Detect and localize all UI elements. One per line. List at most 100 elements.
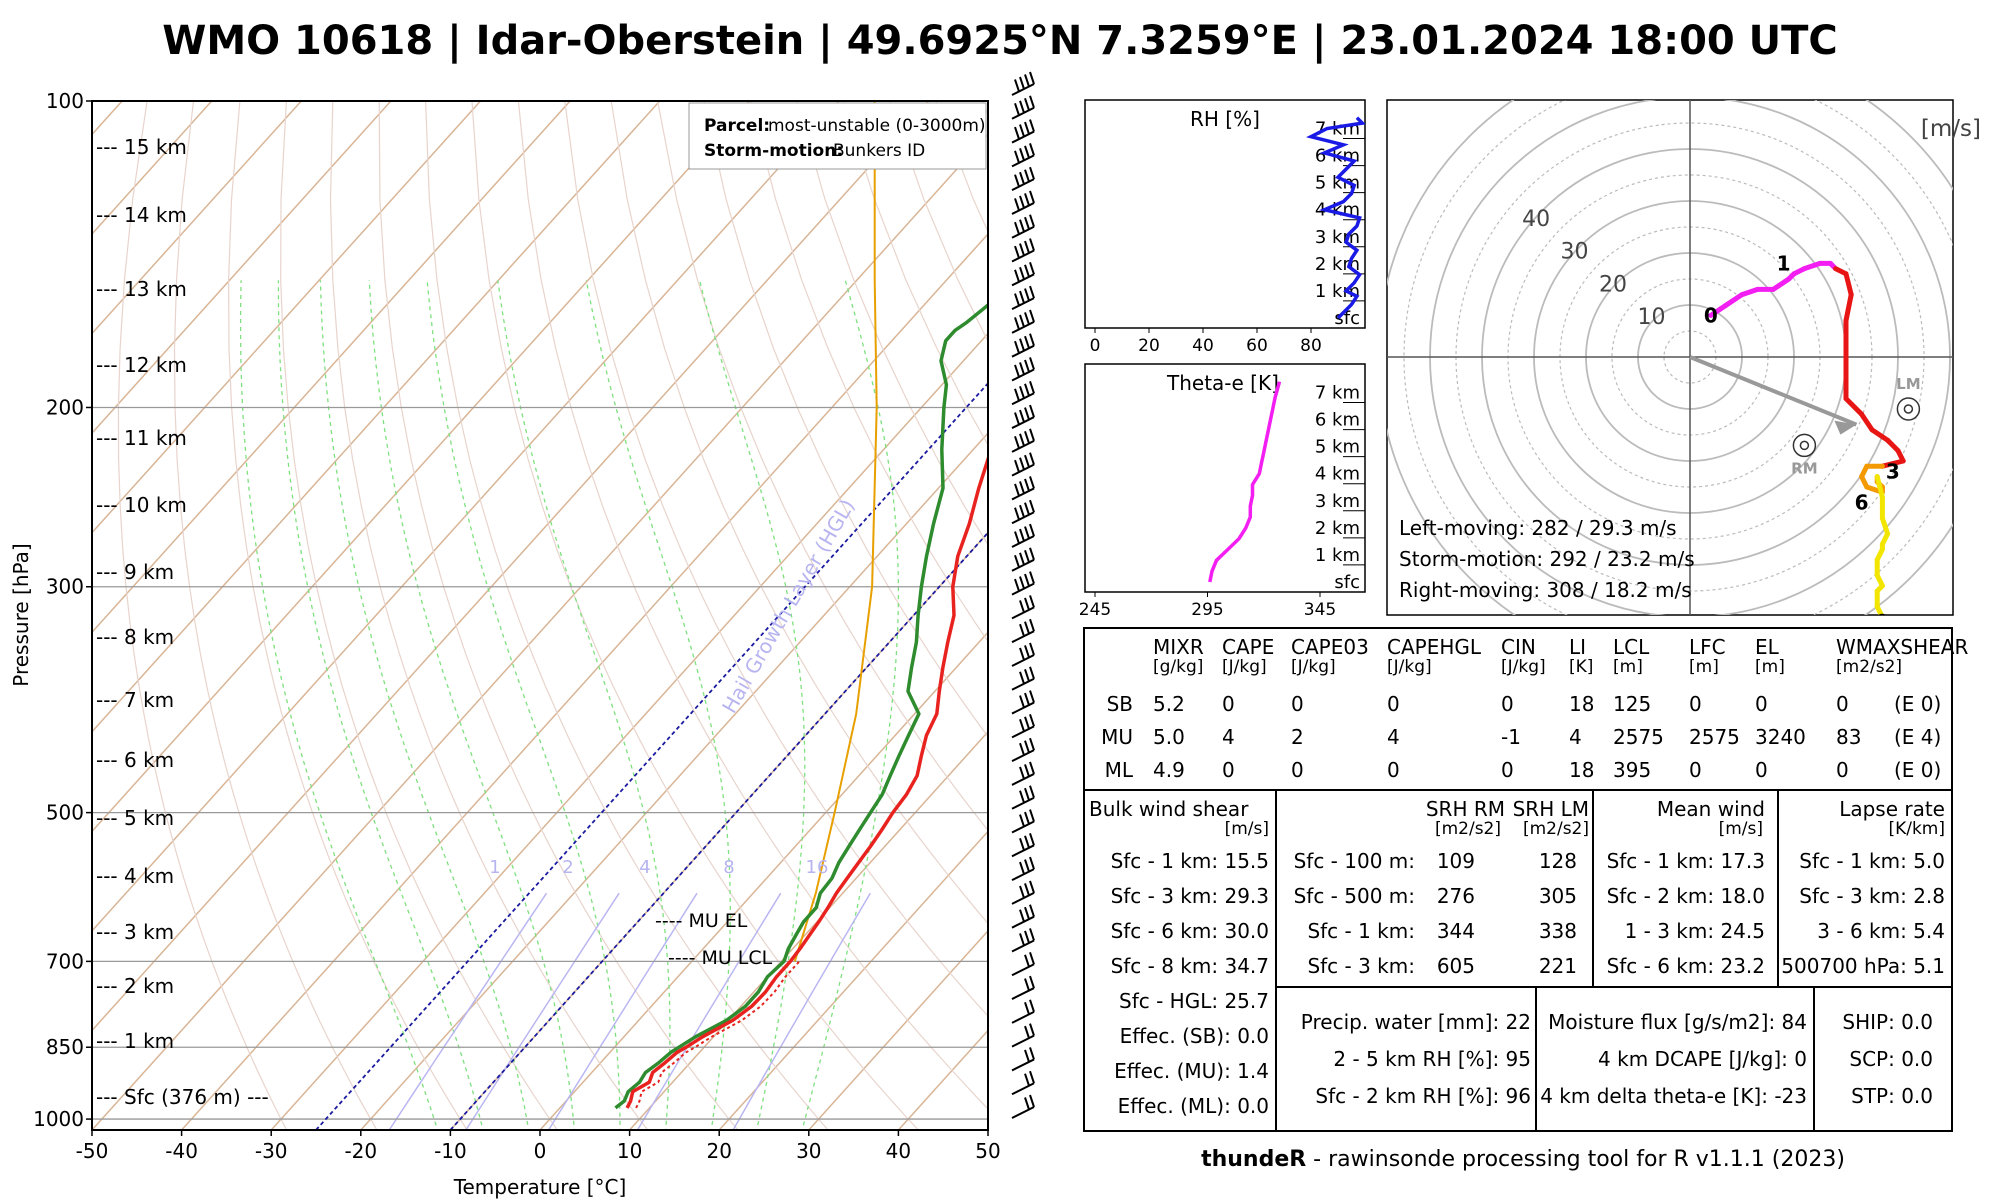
index-header-unit: [J/kg] xyxy=(1291,657,1336,677)
thetae-height-label: 1 km xyxy=(1315,545,1360,566)
barb-flag xyxy=(1029,880,1035,894)
moist-adiabat xyxy=(426,280,621,1130)
isotherm xyxy=(92,101,302,335)
srh-rm-unit: [m2/s2] xyxy=(1434,819,1501,839)
barb-shaft xyxy=(1011,749,1035,763)
temperature-tick-label: -40 xyxy=(165,1139,198,1163)
srh-lm-unit: [m2/s2] xyxy=(1522,819,1589,839)
index-row-label: ML xyxy=(1104,758,1133,782)
index-value: 395 xyxy=(1613,758,1652,782)
wind-barb xyxy=(1011,951,1035,977)
indices-table: MIXR [g/kg] CAPE [J/kg] CAPE03 [J/kg] CAPEHGL[… xyxy=(1083,627,1968,1132)
hodograph-units: [m/s] xyxy=(1921,116,1981,142)
dry-adiabat xyxy=(378,101,739,1130)
barb-flag xyxy=(1014,269,1020,283)
isotherm xyxy=(92,133,988,1130)
moist-adiabat xyxy=(239,280,439,1130)
storm-motion-marker xyxy=(1792,433,1817,458)
barb-flag xyxy=(1029,166,1035,180)
hodo-segment xyxy=(1723,292,1745,308)
barb-flag xyxy=(1029,214,1035,228)
thetae-panel: Theta-e [K] 7 km 6 km 5 km 4 km 3 km 2 km 1 km s… xyxy=(1079,371,1365,620)
index-value: 0 xyxy=(1689,758,1702,782)
mu-lcl-label: ---- MU LCL xyxy=(668,947,773,969)
barb-flag xyxy=(1014,174,1020,187)
barb-flag xyxy=(1029,904,1035,917)
barb-flag xyxy=(1024,288,1030,301)
pressure-tick-label: 100 xyxy=(46,89,84,113)
index-value: 3240 xyxy=(1755,725,1806,749)
hodo-ring-label: 20 xyxy=(1599,272,1627,297)
barb-flag xyxy=(1024,906,1030,920)
barb-flag xyxy=(1024,668,1030,682)
barb-flag xyxy=(1019,481,1025,494)
temperature-line xyxy=(625,453,988,1109)
wind-barb xyxy=(1011,999,1035,1024)
moist-adiabat xyxy=(319,280,530,1130)
mean-wind-unit: [m/s] xyxy=(1718,819,1763,839)
dry-adiabat xyxy=(117,101,288,1130)
rh-plot-area xyxy=(1306,116,1365,320)
index-value: 0 xyxy=(1689,692,1702,716)
barb-flag xyxy=(1019,552,1025,566)
index-header-unit: [J/kg] xyxy=(1501,657,1546,677)
thetae-height-label: 5 km xyxy=(1315,437,1360,458)
mixing-ratio-label: 4 xyxy=(639,857,650,878)
barb-flag xyxy=(1024,97,1030,111)
thetae-line xyxy=(1208,381,1282,583)
barb-flag xyxy=(1024,121,1030,135)
wind-barb xyxy=(1011,499,1035,525)
barb-flag xyxy=(1029,571,1035,584)
barb-flag xyxy=(1019,148,1025,161)
barb-flag xyxy=(1024,1073,1030,1087)
barb-flag xyxy=(1019,219,1025,233)
barb-flag xyxy=(1029,832,1035,846)
pressure-tick-label: 1000 xyxy=(33,1107,84,1131)
bulk-shear-row: Sfc - 8 km: 34.7 xyxy=(1110,954,1269,978)
isotherm xyxy=(718,830,988,1130)
barb-flag xyxy=(1029,547,1035,561)
wind-barb xyxy=(1011,666,1035,691)
thetae-x-tick-label: 245 xyxy=(1079,600,1111,620)
barb-flag xyxy=(1029,143,1035,156)
lapse-rate-row: 3 - 6 km: 5.4 xyxy=(1817,919,1945,943)
temperature-tick-label: 50 xyxy=(975,1139,1000,1163)
thetae-x-tick-label: 345 xyxy=(1304,600,1336,620)
moisture-row: 2 - 5 km RH [%]: 95 xyxy=(1333,1047,1531,1071)
hodo-segment xyxy=(1879,515,1891,537)
barb-shaft xyxy=(1011,654,1035,667)
index-header-unit: [g/kg] xyxy=(1153,657,1204,677)
barb-flag xyxy=(1029,595,1035,608)
hodograph: 10 20 30 40 0 1 36 9 LM RM xyxy=(1387,100,1953,615)
mixing-ratio-label: 1 xyxy=(489,857,500,878)
mixing-ratio-label: 8 xyxy=(723,857,734,878)
srh-rm-value: 109 xyxy=(1436,849,1475,873)
barb-shaft xyxy=(1011,321,1035,334)
barb-flag xyxy=(1029,737,1035,751)
wind-barb xyxy=(1011,238,1035,263)
dry-adiabat xyxy=(749,101,988,643)
flux-row: Moisture flux [g/s/m2]: 84 xyxy=(1548,1010,1807,1034)
bulk-shear-row: Effec. (MU): 1.4 xyxy=(1114,1059,1269,1083)
thetae-height-label: 2 km xyxy=(1315,518,1360,539)
dry-adiabat xyxy=(610,101,988,925)
barb-shaft xyxy=(1011,249,1035,263)
pressure-tick-label: 700 xyxy=(46,949,84,973)
pressure-tick-label: 850 xyxy=(46,1035,84,1059)
index-value: 5.2 xyxy=(1153,692,1185,716)
barb-flag xyxy=(1014,554,1020,568)
barb-flag xyxy=(1019,314,1025,328)
index-header-unit: [m] xyxy=(1755,657,1785,677)
height-label: --- 6 km xyxy=(96,748,174,772)
barb-flag xyxy=(1029,856,1035,870)
barb-flag xyxy=(1029,785,1035,799)
barb-flag xyxy=(1014,364,1020,378)
mixing-ratio-label: 16 xyxy=(806,857,829,878)
parcel-legend xyxy=(688,102,987,170)
barb-flag xyxy=(1024,1097,1030,1110)
wind-barb xyxy=(1011,618,1035,644)
index-value: 0 xyxy=(1387,692,1400,716)
thetae-height-label: 6 km xyxy=(1315,410,1360,431)
barb-flag xyxy=(1029,975,1035,989)
